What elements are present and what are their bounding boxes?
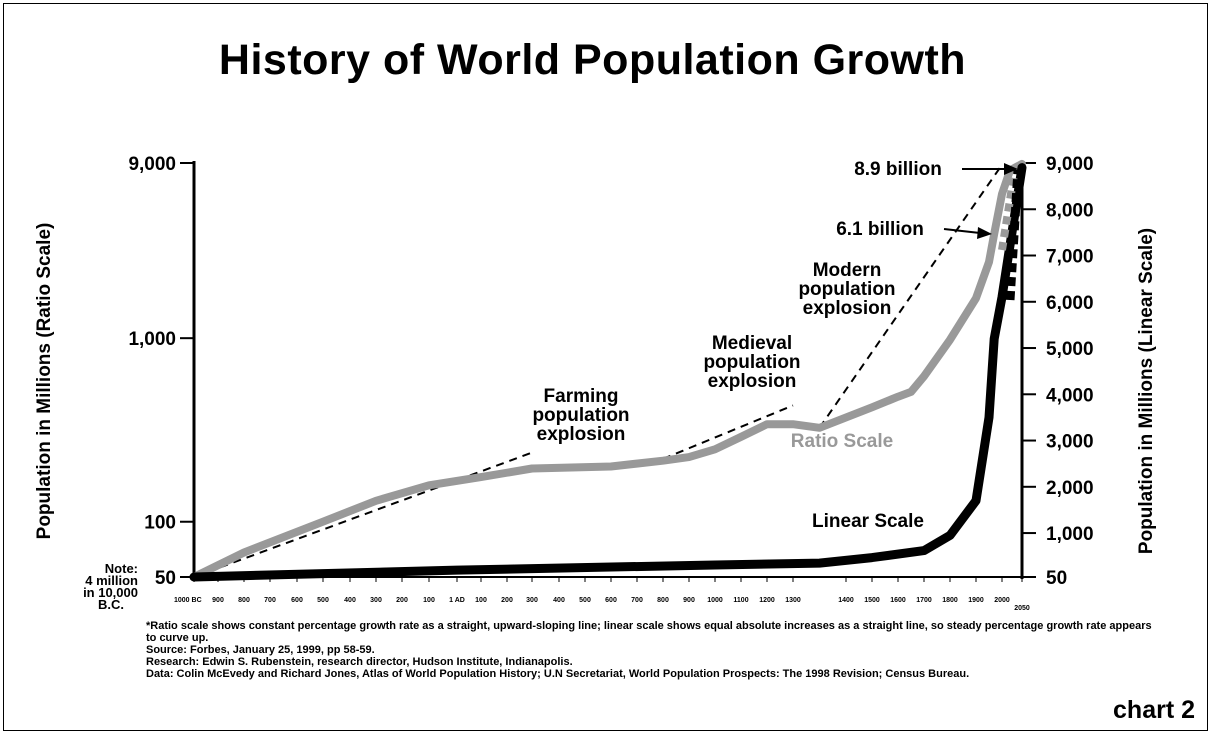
x-tick-label: 700 — [264, 597, 276, 604]
x-tick-label: 600 — [291, 597, 303, 604]
right-tick-label: 4,000 — [1046, 385, 1094, 406]
farming-explosion-label: Farming — [544, 386, 619, 407]
x-tick-label: 900 — [683, 597, 695, 604]
right-tick-label: 9,000 — [1046, 154, 1094, 175]
footnote-line: *Ratio scale shows constant percentage g… — [146, 620, 1152, 632]
trend-line — [193, 451, 533, 578]
note-annotation: Note: 4 million in 10,000 B.C. — [68, 561, 138, 612]
x-tick-label: 1200 — [759, 597, 775, 604]
x-tick-label: 1500 — [864, 597, 880, 604]
slide-frame — [3, 3, 1208, 731]
right-tick-label: 8,000 — [1046, 200, 1094, 221]
right-tick-label: 3,000 — [1046, 432, 1094, 453]
x-tick-label: 500 — [579, 597, 591, 604]
trend-line — [662, 404, 794, 460]
x-tick-label: 400 — [344, 597, 356, 604]
footnote-line: Research: Edwin S. Rubenstein, research … — [146, 656, 573, 668]
x-tick-label: 2000 — [994, 597, 1010, 604]
x-tick-label: 1700 — [916, 597, 932, 604]
x-tick-label: 1600 — [890, 597, 906, 604]
footnote-line: Source: Forbes, January 25, 1999, pp 58-… — [146, 644, 375, 656]
x-tick-label: 700 — [631, 597, 643, 604]
x-tick-label: 300 — [526, 597, 538, 604]
arrow-8-9-head — [1004, 163, 1018, 175]
right-tick-label: 2,000 — [1046, 478, 1094, 499]
x-tick-label: 1900 — [968, 597, 984, 604]
ratio-scale-label: Ratio Scale — [791, 431, 893, 452]
note-line: 4 million — [85, 573, 138, 588]
left-tick-label: 100 — [144, 513, 176, 534]
modern-explosion-label: explosion — [803, 298, 892, 319]
left-tick-label: 1,000 — [128, 329, 176, 350]
farming-explosion-label: explosion — [537, 424, 626, 445]
left-tick-label: 50 — [155, 568, 176, 589]
trend-line — [818, 164, 1003, 429]
x-tick-label: 1000 BC — [174, 597, 202, 604]
right-tick-label: 5,000 — [1046, 339, 1094, 360]
medieval-explosion-label: population — [703, 352, 800, 373]
x-tick-label: 800 — [657, 597, 669, 604]
x-tick-label: 1400 — [838, 597, 854, 604]
x-tick-label: 2050 — [1014, 605, 1030, 612]
modern-explosion-label: Modern — [813, 260, 882, 281]
x-tick-label: 500 — [317, 597, 329, 604]
chart-title: History of World Population Growth — [218, 36, 967, 84]
note-line: Note: — [104, 561, 138, 576]
x-tick-label: 300 — [370, 597, 382, 604]
x-tick-label: 1 AD — [449, 597, 465, 604]
right-tick-label: 1,000 — [1046, 524, 1094, 545]
x-tick-label: 100 — [423, 597, 435, 604]
footnote-line: Data: Colin McEvedy and Richard Jones, A… — [146, 668, 970, 680]
x-tick-label: 900 — [212, 597, 224, 604]
medieval-explosion-label: explosion — [708, 371, 797, 392]
arrow-6-1-head — [977, 227, 992, 239]
footnotes: *Ratio scale shows constant percentage g… — [146, 620, 1206, 680]
x-tick-label: 1100 — [733, 597, 748, 604]
linear-projection-segment — [1005, 169, 1023, 301]
note-line: in 10,000 — [83, 585, 138, 600]
x-tick-label: 100 — [475, 597, 487, 604]
linear-scale-label: Linear Scale — [812, 511, 924, 532]
billion-8-9-label: 8.9 billion — [854, 159, 942, 180]
chart-number-label: chart 2 — [1113, 696, 1195, 724]
x-tick-label: 800 — [238, 597, 250, 604]
right-tick-label: 7,000 — [1046, 247, 1094, 268]
x-tick-label: 1800 — [942, 597, 958, 604]
modern-explosion-label: population — [798, 279, 895, 300]
left-tick-label: 9,000 — [128, 154, 176, 175]
x-tick-label: 200 — [396, 597, 408, 604]
farming-explosion-label: population — [532, 405, 629, 426]
x-tick-label: 1000 — [707, 597, 723, 604]
ratio-scale-series-line — [190, 159, 1026, 581]
arrow-6-1-line — [943, 228, 981, 234]
note-line: B.C. — [98, 597, 124, 612]
x-tick-label: 200 — [501, 597, 513, 604]
x-tick-label: 400 — [553, 597, 565, 604]
medieval-explosion-label: Medieval — [712, 333, 792, 354]
x-tick-label: 1300 — [785, 597, 801, 604]
right-tick-label: 6,000 — [1046, 293, 1094, 314]
footnote-line: to curve up. — [146, 632, 209, 644]
linear-scale-series-line — [189, 163, 1027, 582]
right-tick-label: 50 — [1046, 568, 1067, 589]
billion-6-1-label: 6.1 billion — [836, 219, 924, 240]
x-tick-label: 600 — [605, 597, 617, 604]
